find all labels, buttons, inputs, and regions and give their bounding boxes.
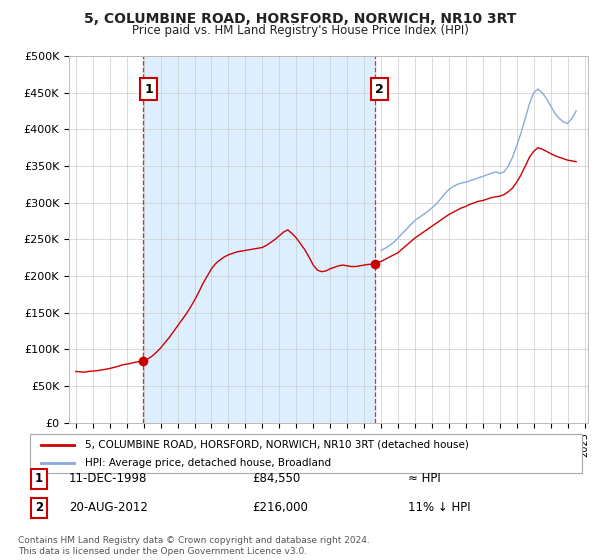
Text: 1: 1 — [35, 472, 43, 486]
Text: Price paid vs. HM Land Registry's House Price Index (HPI): Price paid vs. HM Land Registry's House … — [131, 24, 469, 37]
Text: 5, COLUMBINE ROAD, HORSFORD, NORWICH, NR10 3RT: 5, COLUMBINE ROAD, HORSFORD, NORWICH, NR… — [84, 12, 516, 26]
Text: £84,550: £84,550 — [252, 472, 300, 486]
Text: 2: 2 — [375, 82, 384, 96]
FancyBboxPatch shape — [30, 434, 582, 473]
Text: 20-AUG-2012: 20-AUG-2012 — [69, 501, 148, 515]
Text: 11-DEC-1998: 11-DEC-1998 — [69, 472, 148, 486]
Text: 1: 1 — [145, 82, 153, 96]
Text: 11% ↓ HPI: 11% ↓ HPI — [408, 501, 470, 515]
Bar — [143, 56, 375, 423]
Text: 2: 2 — [35, 501, 43, 515]
Text: HPI: Average price, detached house, Broadland: HPI: Average price, detached house, Broa… — [85, 459, 331, 468]
Text: £216,000: £216,000 — [252, 501, 308, 515]
Text: Contains HM Land Registry data © Crown copyright and database right 2024.
This d: Contains HM Land Registry data © Crown c… — [18, 536, 370, 556]
Text: ≈ HPI: ≈ HPI — [408, 472, 441, 486]
Text: 5, COLUMBINE ROAD, HORSFORD, NORWICH, NR10 3RT (detached house): 5, COLUMBINE ROAD, HORSFORD, NORWICH, NR… — [85, 440, 469, 450]
